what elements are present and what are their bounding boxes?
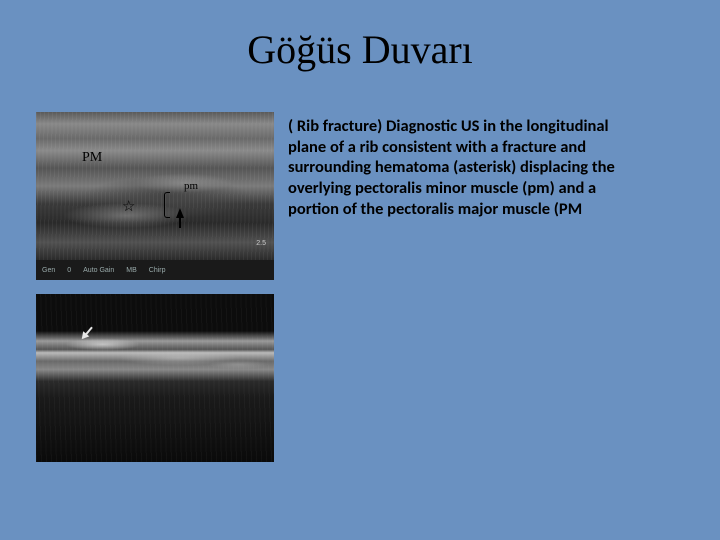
fracture-arrow-icon xyxy=(82,324,100,342)
ultrasound-image-bottom xyxy=(36,294,274,462)
ultrasound-image-top: PM pm ☆ 2.5 Gen 0 Auto Gain MB Chirp xyxy=(36,112,274,280)
footer-label: Gen xyxy=(42,267,55,274)
ultrasound-scan-area xyxy=(36,112,274,260)
label-pm-minor: pm xyxy=(184,180,198,192)
bracket-marker xyxy=(164,192,170,218)
content-row: PM pm ☆ 2.5 Gen 0 Auto Gain MB Chirp ( R… xyxy=(36,112,648,462)
footer-label: Auto Gain xyxy=(83,267,114,274)
image-column: PM pm ☆ 2.5 Gen 0 Auto Gain MB Chirp xyxy=(36,112,274,462)
asterisk-marker: ☆ xyxy=(122,200,135,215)
slide-title: Göğüs Duvarı xyxy=(0,26,720,73)
image-caption: ( Rib fracture) Diagnostic US in the lon… xyxy=(288,112,648,462)
label-PM-major: PM xyxy=(82,150,102,166)
footer-label: MB xyxy=(126,267,137,274)
depth-scale: 2.5 xyxy=(256,240,266,247)
ultrasound-scan-area xyxy=(36,294,274,462)
footer-label: Chirp xyxy=(149,267,166,274)
footer-label: 0 xyxy=(67,267,71,274)
ultrasound-footer: Gen 0 Auto Gain MB Chirp xyxy=(36,260,274,280)
up-arrow-marker xyxy=(176,208,184,218)
